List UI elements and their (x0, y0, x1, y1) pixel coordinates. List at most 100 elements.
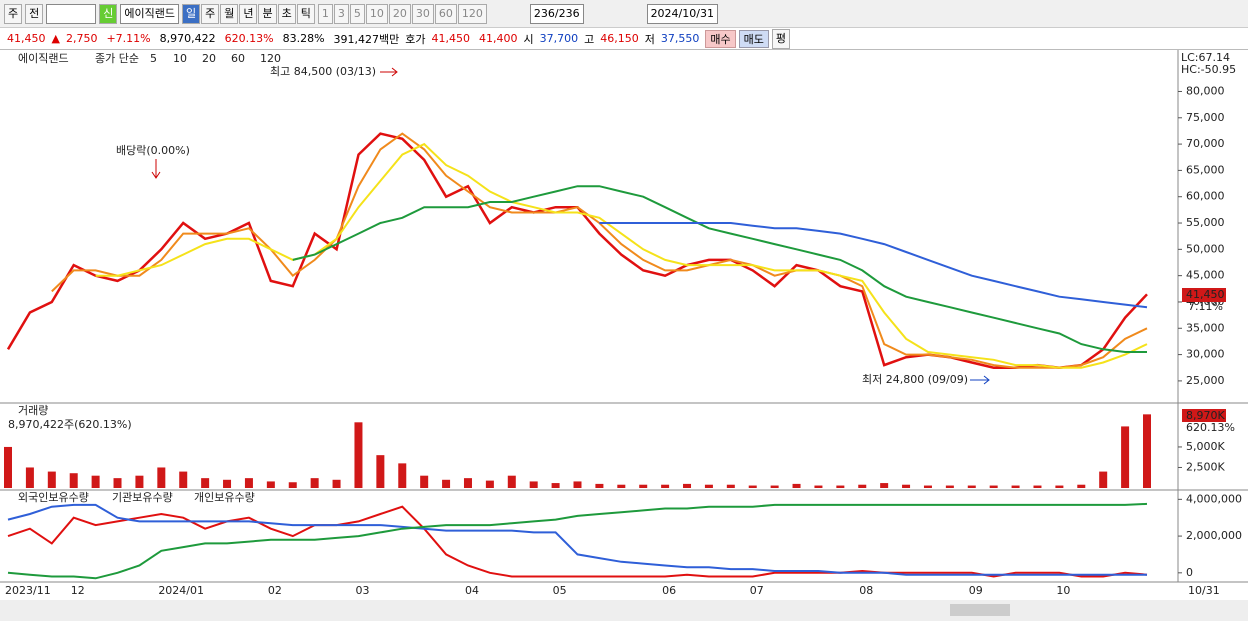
annotation: 41,450 (1186, 288, 1225, 301)
code-input[interactable]: 445090 (46, 3, 97, 24)
volume-bar (792, 483, 801, 488)
volume-bar (354, 422, 363, 488)
x-tick-label: 08 (859, 584, 873, 597)
legend-title: 종가 단순 (95, 52, 139, 65)
stock-name: 에이직랜드 (120, 3, 179, 24)
volume-bar (595, 483, 604, 488)
period-button[interactable]: 월 (220, 3, 239, 24)
volume-bar (1099, 471, 1108, 488)
volume-bar (945, 485, 954, 488)
interval-button[interactable]: 1 (317, 3, 333, 24)
interval-button[interactable]: 3 (333, 3, 349, 24)
open: 37,700 (539, 32, 579, 45)
scroll-thumb[interactable] (950, 604, 1010, 616)
series-line (599, 222, 1148, 309)
y-tick-label: 2,000,000 (1186, 529, 1242, 542)
legend-entry: 60 (231, 52, 245, 65)
volume-bar (179, 471, 188, 488)
count-total: /236 (554, 6, 580, 20)
interval-button[interactable]: 10 (365, 3, 388, 24)
rate: +7.11% (106, 32, 151, 45)
volume-bar (157, 467, 166, 488)
toggle[interactable]: 전 (25, 3, 44, 24)
annotation: HC:-50.95 (1181, 63, 1236, 76)
volume-bar (836, 485, 845, 488)
sell-button[interactable]: 매도 (738, 29, 769, 48)
turnover: 83.28% (282, 32, 325, 45)
volume-bar (661, 484, 670, 488)
arrow: ▲ (51, 32, 60, 45)
period-button[interactable]: 틱 (296, 3, 315, 24)
x-tick-label: 10 (1056, 584, 1070, 597)
y-tick-label: 25,000 (1186, 374, 1225, 387)
interval-button[interactable]: 5 (349, 3, 365, 24)
y-tick-label: 30,000 (1186, 348, 1225, 361)
badge: 신 (99, 3, 118, 24)
volume-bar (683, 483, 692, 488)
volume-bar (814, 485, 823, 488)
count[interactable]: 236/236 (529, 3, 584, 24)
interval-button[interactable]: 60 (434, 3, 457, 24)
chart-title: 에이직랜드 (18, 52, 69, 65)
volume-bar (266, 481, 275, 488)
ask: 41,450 (431, 32, 471, 45)
volume-bar (967, 485, 976, 488)
avg-button[interactable]: 평 (771, 28, 791, 49)
x-tick-label: 06 (662, 584, 676, 597)
toggle[interactable]: 주 (4, 3, 23, 24)
label: 호가 (405, 32, 426, 46)
interval-button[interactable]: 20 (388, 3, 411, 24)
volume-bar (617, 484, 626, 488)
period-button[interactable]: 분 (258, 3, 277, 24)
volume-bar (113, 478, 122, 488)
y-tick-label: 80,000 (1186, 84, 1225, 97)
volume-bar (4, 446, 12, 488)
y-tick-label: 55,000 (1186, 216, 1225, 229)
y-tick-label: 50,000 (1186, 242, 1225, 255)
volume-bar (1121, 426, 1130, 488)
y-tick-label: 65,000 (1186, 163, 1225, 176)
period-button[interactable]: 년 (239, 3, 258, 24)
volume-bar (420, 475, 429, 488)
interval-button[interactable]: 30 (411, 3, 434, 24)
bid: 41,400 (479, 32, 518, 45)
volume-bar (1143, 414, 1151, 488)
period-button[interactable]: 일 (181, 3, 201, 24)
date-input[interactable]: 2024/10/31 (646, 3, 718, 24)
scrollbar[interactable] (0, 600, 1248, 621)
x-tick-label: 03 (355, 584, 369, 597)
volume-bar (223, 479, 232, 488)
x-tick-label: 07 (750, 584, 764, 597)
volume-bar (529, 481, 538, 488)
volume-bar (135, 475, 144, 488)
legend-entry: 10 (173, 52, 187, 65)
y-tick-label: 4,000,000 (1186, 492, 1242, 505)
interval-button[interactable]: 120 (457, 3, 487, 24)
annotation: 배당락(0.00%) (116, 144, 190, 157)
volume-bar (310, 478, 319, 488)
period-button[interactable]: 주 (201, 3, 220, 24)
volume-bar (244, 478, 253, 488)
panel-subtitle: 8,970,422주(620.13%) (8, 418, 132, 431)
low: 37,550 (660, 32, 700, 45)
chart: 25,00030,00035,00040,00045,00050,00055,0… (0, 50, 1248, 621)
amount: 391,427백만 (333, 32, 400, 46)
annotation: 최저 24,800 (09/09) (862, 373, 968, 386)
x-tick-label: 12 (71, 584, 85, 597)
arrow (970, 375, 990, 385)
legend-entry: 120 (260, 52, 281, 65)
volume-bar (902, 484, 911, 488)
annotation: 최고 84,500 (03/13) (270, 65, 376, 78)
buy-button[interactable]: 매수 (705, 29, 736, 48)
quote-row: 41,450 ▲ 2,750 +7.11% 8,970,422 620.13% … (0, 28, 1248, 50)
volume-bar (463, 478, 472, 488)
y-tick-label: 2,500K (1186, 460, 1225, 473)
series-line (7, 503, 1147, 576)
volume-bar (398, 463, 407, 488)
period-button[interactable]: 초 (277, 3, 296, 24)
arrow (151, 159, 161, 179)
interval-group: 1 3 5 10 20 30 60 120 (317, 3, 487, 24)
